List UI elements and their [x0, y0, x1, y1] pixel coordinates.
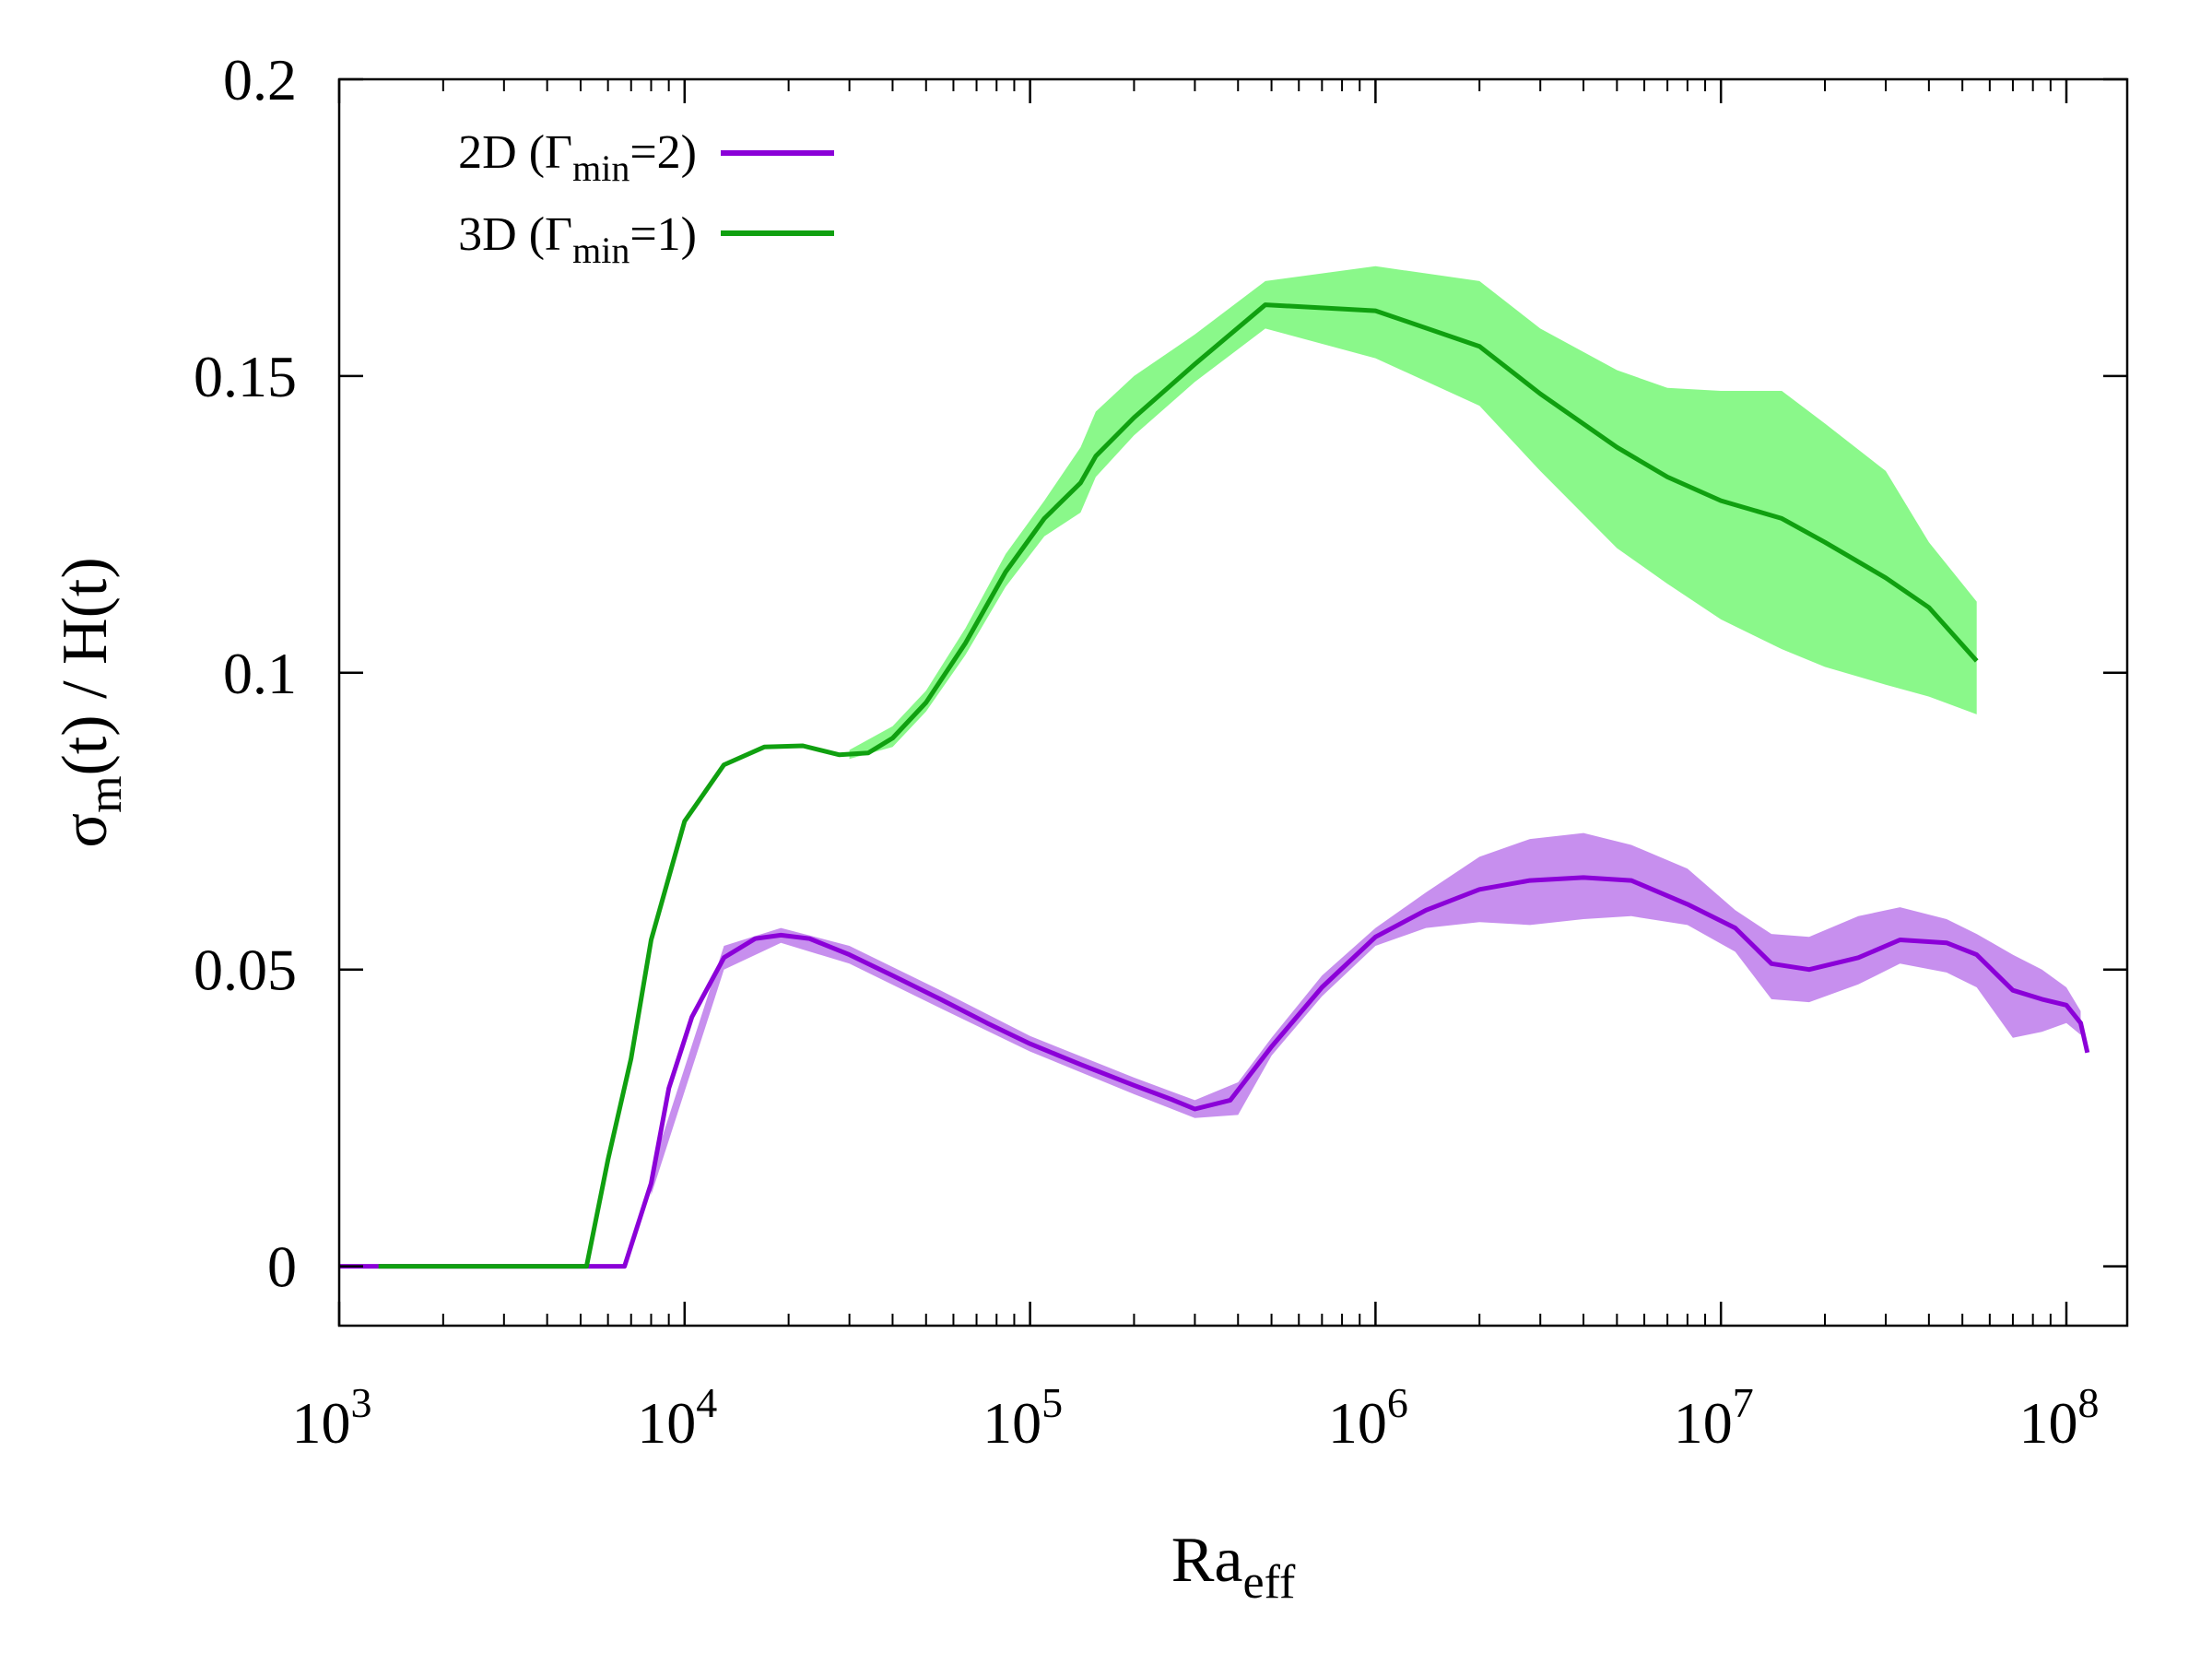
band-2d	[651, 832, 2081, 1196]
y-axis-title-suffix: (t) / H(t)	[50, 557, 121, 775]
confidence-bands	[651, 266, 2081, 1196]
y-axis-title-sub: m	[79, 775, 132, 812]
legend-2d-sub: min	[572, 148, 629, 189]
legend-label-3d: 3D (Γmin=1)	[458, 208, 697, 271]
x-tick-label: 104	[637, 1379, 717, 1456]
y-axis-title-prefix: σ	[50, 813, 121, 848]
x-axis-title: Raeff	[1171, 1525, 1296, 1609]
legend-label-2d: 2D (Γmin=2)	[458, 126, 697, 189]
plot-frame	[337, 77, 2129, 1328]
legend: 2D (Γmin=2) 3D (Γmin=1)	[458, 126, 834, 271]
series-lines	[339, 302, 2090, 1269]
x-axis-title-main: Ra	[1171, 1525, 1243, 1596]
x-tick-label: 106	[1328, 1379, 1408, 1456]
legend-3d-pre: 3D (Γ	[458, 208, 572, 261]
band-3d	[849, 266, 1977, 760]
x-axis-title-sub: eff	[1242, 1556, 1295, 1609]
y-tick-label: 0.15	[194, 344, 297, 409]
legend-2d-post: =2)	[629, 126, 697, 179]
x-tick-label: 105	[982, 1379, 1063, 1456]
x-tick-label: 103	[292, 1379, 372, 1456]
line-3d	[378, 302, 1979, 1269]
axis-ticks	[337, 77, 2127, 1326]
y-tick-label: 0.1	[223, 641, 297, 706]
tick-labels: 103 104 105 106 107 108 0 0.05 0.1 0.15 0.2	[194, 47, 2100, 1456]
legend-3d-post: =1)	[629, 208, 697, 261]
y-tick-label: 0.05	[194, 938, 297, 1003]
legend-3d-sub: min	[572, 230, 629, 271]
x-tick-label: 108	[2019, 1379, 2100, 1456]
x-tick-label: 107	[1674, 1379, 1754, 1456]
y-tick-label: 0	[267, 1234, 297, 1300]
y-axis-title: σm(t) / H(t)	[50, 557, 132, 847]
line-2d	[339, 875, 2090, 1269]
legend-2d-pre: 2D (Γ	[458, 126, 572, 179]
y-tick-label: 0.2	[223, 47, 297, 112]
